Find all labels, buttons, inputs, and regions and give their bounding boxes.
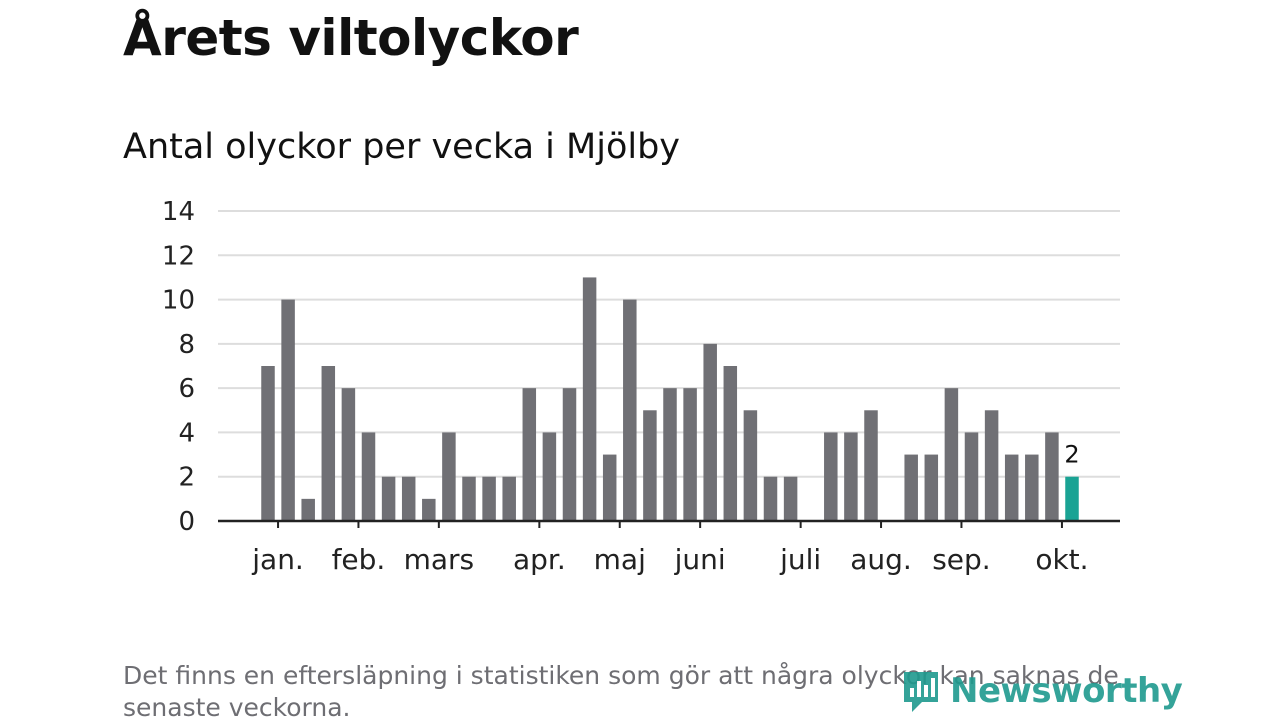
y-tick-label: 4 (178, 418, 195, 448)
bar (844, 432, 858, 521)
bar (1025, 454, 1039, 521)
bar (743, 410, 758, 521)
bar (361, 432, 376, 521)
bar (281, 299, 295, 521)
bar (602, 454, 617, 521)
bar-chart: 0 2 4 6 8 10 12 14 2 jan. feb. mars apr. maj juni juli a… (162, 197, 1120, 576)
bar (783, 476, 798, 521)
bar (542, 432, 557, 521)
x-tick-label: mars (404, 543, 475, 576)
bar-highlight (1065, 476, 1079, 521)
bar (864, 410, 878, 521)
bar (984, 410, 999, 521)
bar (442, 432, 456, 521)
bar (321, 366, 336, 521)
y-tick-label: 14 (162, 197, 195, 227)
bar (301, 498, 315, 521)
bar (381, 476, 396, 521)
bar (623, 299, 637, 521)
x-tick-label: sep. (932, 543, 991, 576)
bar (924, 454, 939, 521)
bar (824, 432, 838, 521)
x-tick-label: feb. (332, 543, 386, 576)
x-tick-label: jan. (251, 543, 304, 576)
bar (502, 476, 516, 521)
bar (582, 277, 597, 521)
chart-subtitle: Antal olyckor per vecka i Mjölby (123, 127, 681, 167)
data-label: 2 (1064, 441, 1079, 469)
bar (522, 388, 537, 521)
y-tick-label: 8 (178, 330, 195, 360)
bar (944, 388, 959, 521)
bar (401, 476, 416, 521)
footnote: Det finns en eftersläpning i statistiken… (123, 661, 1119, 722)
x-tick-label: okt. (1035, 543, 1088, 576)
x-tick-label: apr. (513, 543, 566, 576)
y-tick-label: 2 (178, 463, 195, 493)
bar (422, 498, 436, 521)
newsworthy-logo-icon (904, 672, 938, 712)
bar (703, 343, 717, 521)
x-tick-label: maj (594, 543, 646, 576)
y-tick-label: 6 (178, 374, 195, 404)
bar (1004, 454, 1019, 521)
bar (462, 476, 476, 521)
bar (723, 366, 738, 521)
bar (964, 432, 979, 521)
y-tick-label: 10 (162, 286, 195, 316)
bar (904, 454, 918, 521)
brand-logo[interactable]: Newsworthy (900, 668, 1183, 714)
x-tick-label: juni (674, 543, 726, 576)
bar (341, 388, 356, 521)
bar (763, 476, 778, 521)
x-tick-label: aug. (850, 543, 912, 576)
page-title: Årets viltolyckor (123, 9, 579, 67)
bar (683, 388, 697, 521)
bar (643, 410, 657, 521)
bar (562, 388, 577, 521)
x-tick-label: juli (779, 543, 821, 576)
bar (482, 476, 496, 521)
bar (663, 388, 677, 521)
bar (261, 366, 275, 521)
brand-name: Newsworthy (950, 671, 1183, 711)
y-tick-label: 12 (162, 241, 195, 271)
bar (1045, 432, 1059, 521)
y-tick-label: 0 (178, 507, 195, 537)
